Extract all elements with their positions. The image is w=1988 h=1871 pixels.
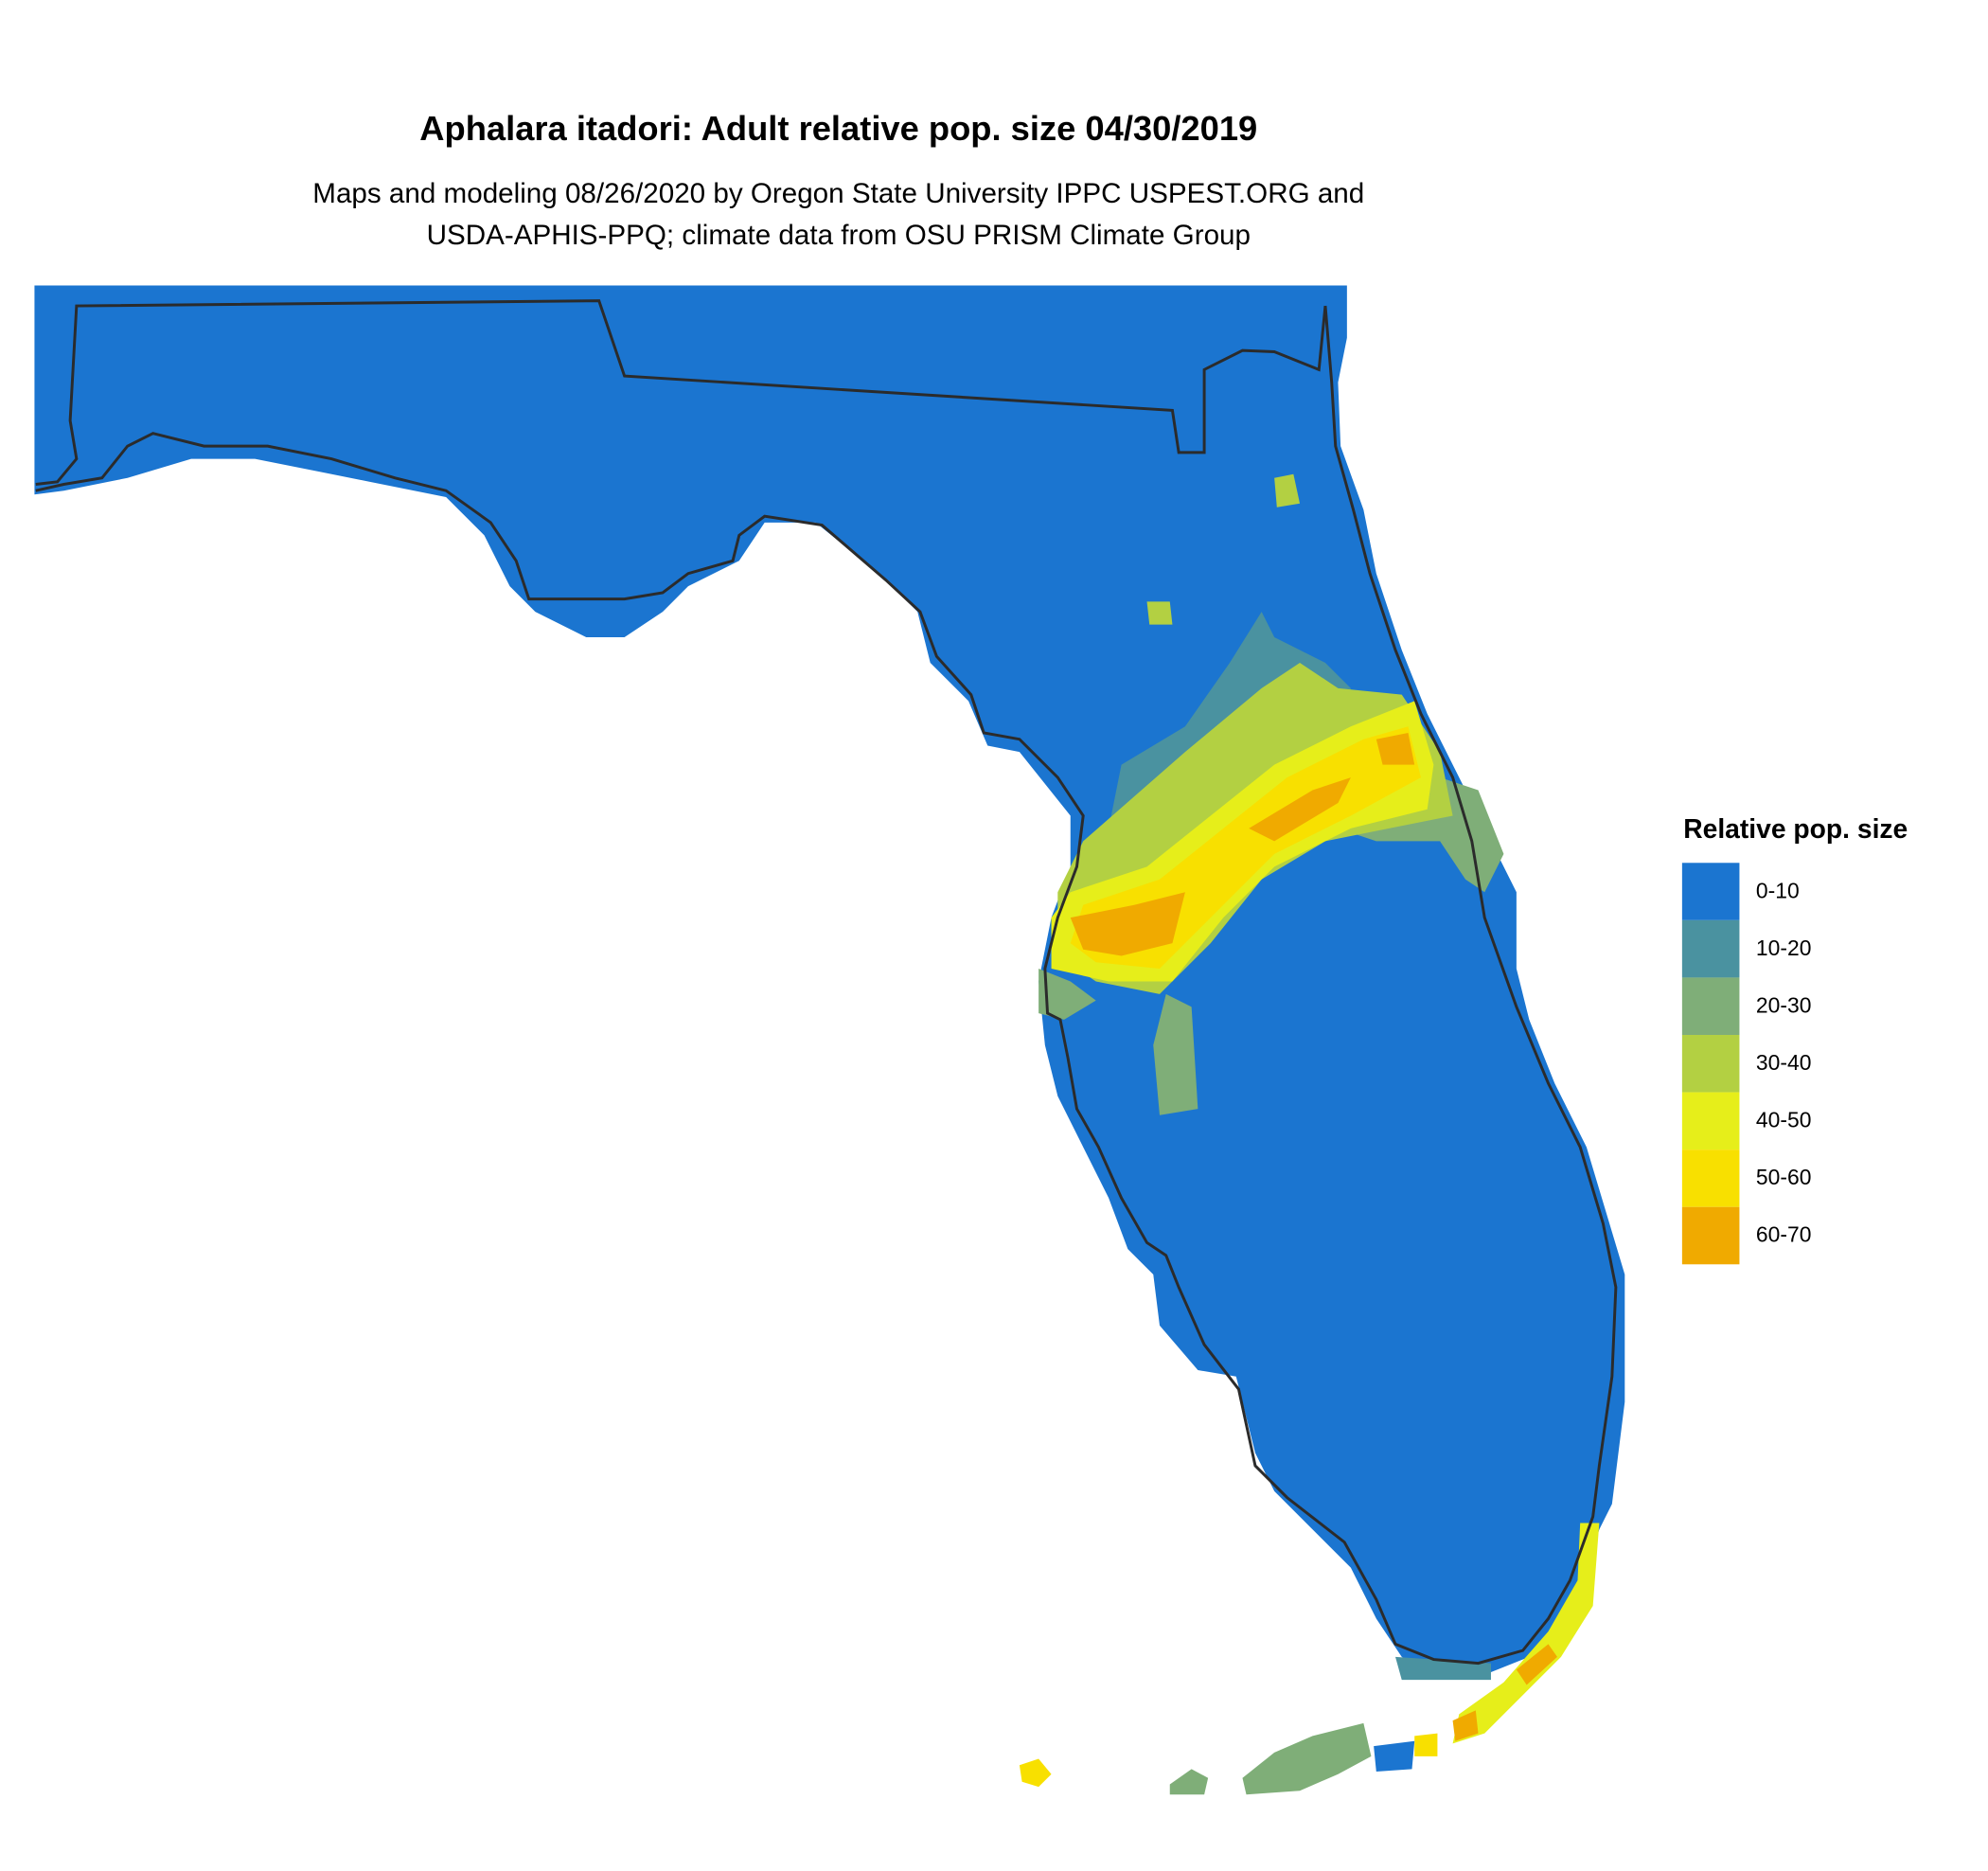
legend-label: 50-60 (1756, 1165, 1812, 1189)
legend-swatch (1681, 1149, 1740, 1207)
legend-label: 10-20 (1756, 936, 1812, 960)
legend-label: 40-50 (1756, 1108, 1812, 1132)
legend: 0-10 10-20 20-30 30-40 40-50 50-60 60-70 (1681, 863, 1812, 1265)
subtitle: USDA-APHIS-PPQ; climate data from OSU PR… (427, 220, 1251, 251)
legend-swatch (1681, 863, 1740, 920)
legend-swatch (1681, 1034, 1740, 1093)
region (1038, 968, 1096, 1020)
region (1516, 1644, 1557, 1685)
legend-label: 0-10 (1756, 878, 1800, 902)
title: Aphalara itadori: Adult relative pop. si… (419, 109, 1257, 148)
region (1070, 892, 1185, 956)
map-raster (34, 285, 1625, 1795)
region (1274, 473, 1301, 508)
region (1452, 1710, 1479, 1741)
boundaries (35, 299, 1618, 1666)
region (1249, 777, 1351, 842)
legend-swatch (1681, 919, 1740, 978)
region (1374, 1740, 1415, 1773)
legend-label: 60-70 (1756, 1222, 1812, 1247)
region (1376, 732, 1415, 765)
region (1169, 1769, 1209, 1795)
region (34, 285, 1625, 1673)
subtitle: Maps and modeling 08/26/2020 by Oregon S… (312, 178, 1364, 209)
legend-swatch (1681, 977, 1740, 1035)
region (1019, 1758, 1052, 1788)
coastline (35, 305, 1618, 1666)
legend-label: 30-40 (1756, 1050, 1812, 1075)
region (1153, 993, 1198, 1115)
region (1146, 601, 1173, 625)
region (1414, 1733, 1438, 1756)
legend-title: Relative pop. size (1683, 813, 1908, 844)
legend-swatch (1681, 1092, 1740, 1150)
region (1242, 1722, 1372, 1795)
legend-swatch (1681, 1206, 1740, 1265)
legend-label: 20-30 (1756, 992, 1812, 1017)
state-border (35, 299, 1327, 486)
